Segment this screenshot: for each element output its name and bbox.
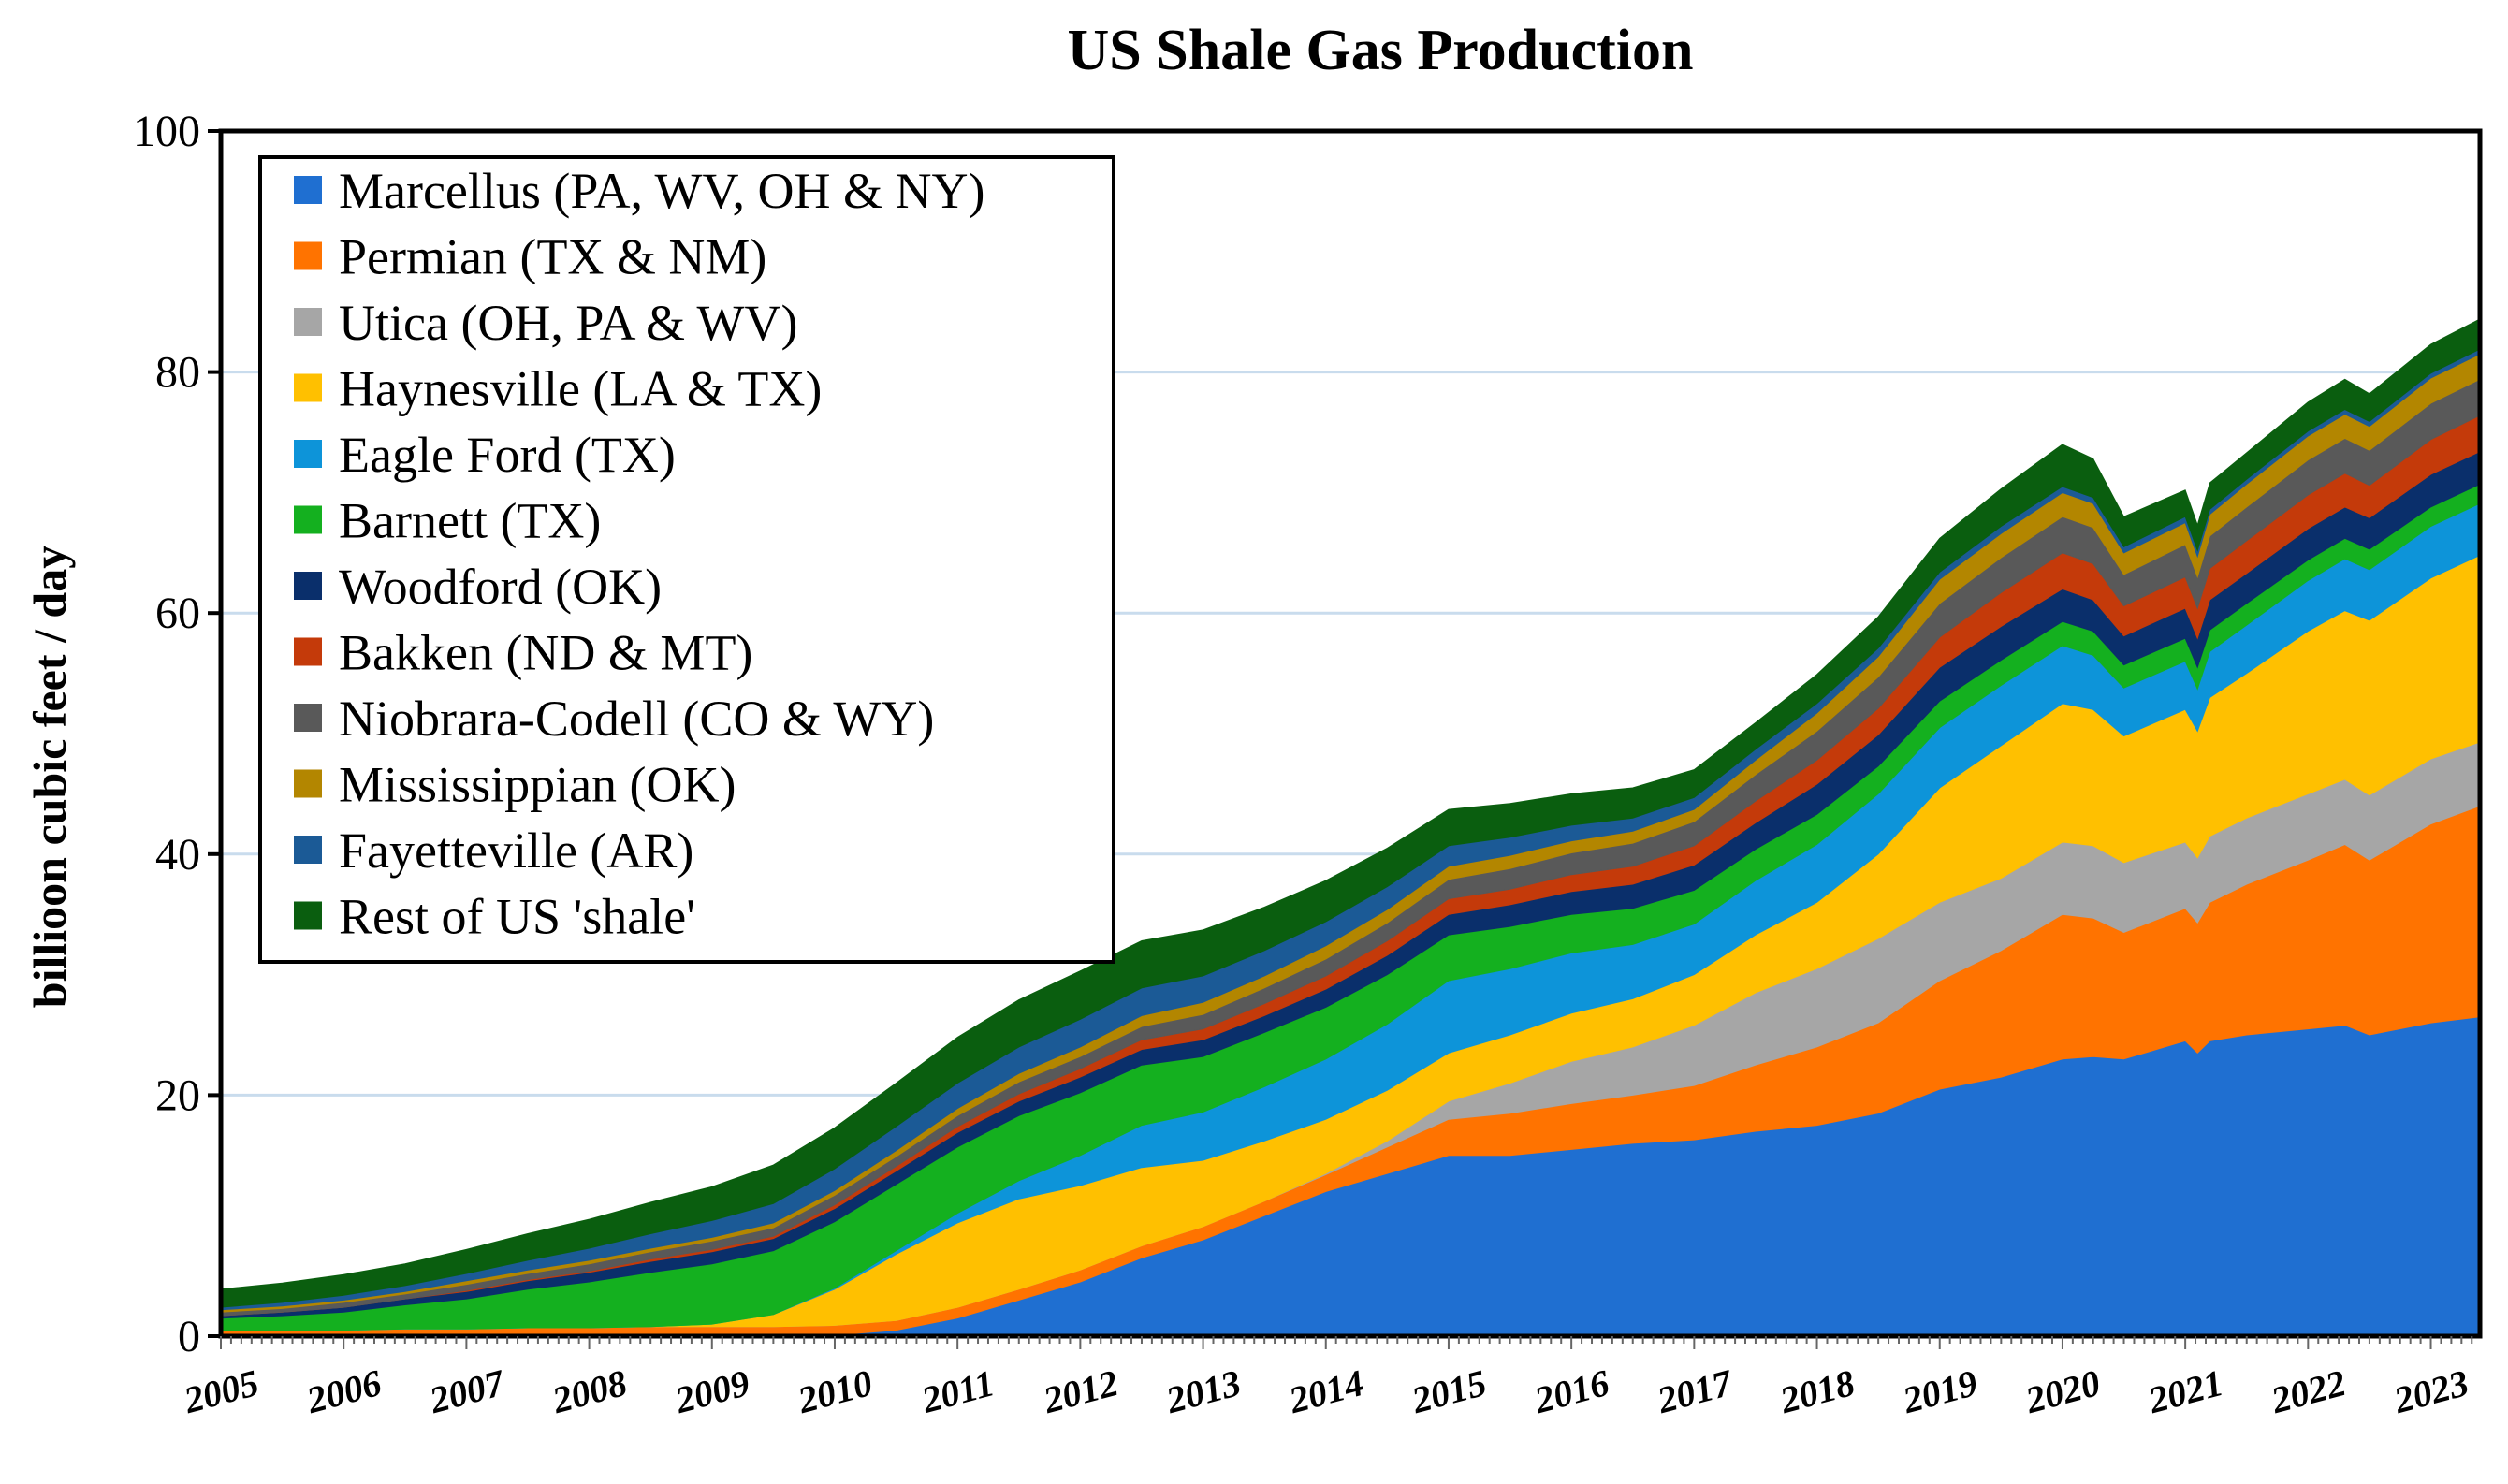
legend-label-11: Rest of US 'shale' [339, 889, 695, 945]
y-axis-label: billioon cubic feet / day [23, 546, 76, 1008]
ytick-label-40: 40 [155, 830, 200, 880]
ytick-label-0: 0 [178, 1312, 200, 1361]
legend-swatch-4 [294, 440, 322, 468]
xtick-label-2020: 2020 [2020, 1361, 2105, 1421]
legend-label-10: Fayetteville (AR) [339, 822, 693, 879]
legend-label-1: Permian (TX & NM) [339, 229, 766, 285]
xtick-label-2017: 2017 [1652, 1360, 1738, 1421]
legend-swatch-7 [294, 637, 322, 666]
legend-swatch-8 [294, 704, 322, 732]
xtick-label-2022: 2022 [2266, 1361, 2350, 1421]
legend-label-3: Haynesville (LA & TX) [339, 361, 822, 417]
xtick-label-2023: 2023 [2389, 1361, 2473, 1421]
xtick-label-2009: 2009 [670, 1361, 754, 1421]
legend-swatch-2 [294, 308, 322, 336]
legend-label-0: Marcellus (PA, WV, OH & NY) [339, 163, 984, 219]
legend-swatch-9 [294, 769, 322, 798]
legend-label-7: Bakken (ND & MT) [339, 625, 752, 681]
xtick-label-2018: 2018 [1775, 1361, 1859, 1421]
xtick-label-2007: 2007 [424, 1360, 510, 1421]
legend-swatch-10 [294, 836, 322, 864]
xtick-label-2005: 2005 [179, 1361, 263, 1421]
xtick-label-2010: 2010 [793, 1361, 877, 1421]
xtick-label-2014: 2014 [1284, 1361, 1368, 1421]
ytick-label-100: 100 [133, 107, 200, 156]
legend-label-8: Niobrara-Codell (CO & WY) [339, 691, 934, 747]
xtick-label-2015: 2015 [1407, 1361, 1491, 1421]
legend-label-2: Utica (OH, PA & WV) [339, 295, 797, 351]
xtick-label-2011: 2011 [916, 1361, 999, 1421]
ytick-label-80: 80 [155, 348, 200, 398]
legend-label-6: Woodford (OK) [339, 559, 662, 615]
legend-swatch-1 [294, 241, 322, 270]
chart-title: US Shale Gas Production [1068, 19, 1694, 82]
xtick-label-2016: 2016 [1529, 1361, 1613, 1421]
xtick-label-2006: 2006 [301, 1361, 386, 1421]
legend-swatch-0 [294, 176, 322, 204]
legend-label-4: Eagle Ford (TX) [339, 427, 676, 483]
ytick-label-60: 60 [155, 589, 200, 638]
ytick-label-20: 20 [155, 1070, 200, 1120]
legend-label-5: Barnett (TX) [339, 493, 601, 549]
xtick-label-2008: 2008 [547, 1361, 632, 1421]
legend-swatch-5 [294, 505, 322, 534]
xtick-label-2013: 2013 [1161, 1361, 1246, 1421]
legend-swatch-11 [294, 901, 322, 930]
legend-swatch-6 [294, 572, 322, 600]
legend: Marcellus (PA, WV, OH & NY) Permian (TX &… [258, 155, 1115, 964]
plot-frame [218, 128, 2483, 1339]
xtick-label-2021: 2021 [2143, 1361, 2227, 1421]
xtick-label-2019: 2019 [1898, 1361, 1982, 1421]
legend-box [258, 155, 1115, 964]
legend-label-9: Mississippian (OK) [339, 757, 736, 813]
legend-swatch-3 [294, 373, 322, 402]
xtick-label-2012: 2012 [1038, 1361, 1122, 1421]
